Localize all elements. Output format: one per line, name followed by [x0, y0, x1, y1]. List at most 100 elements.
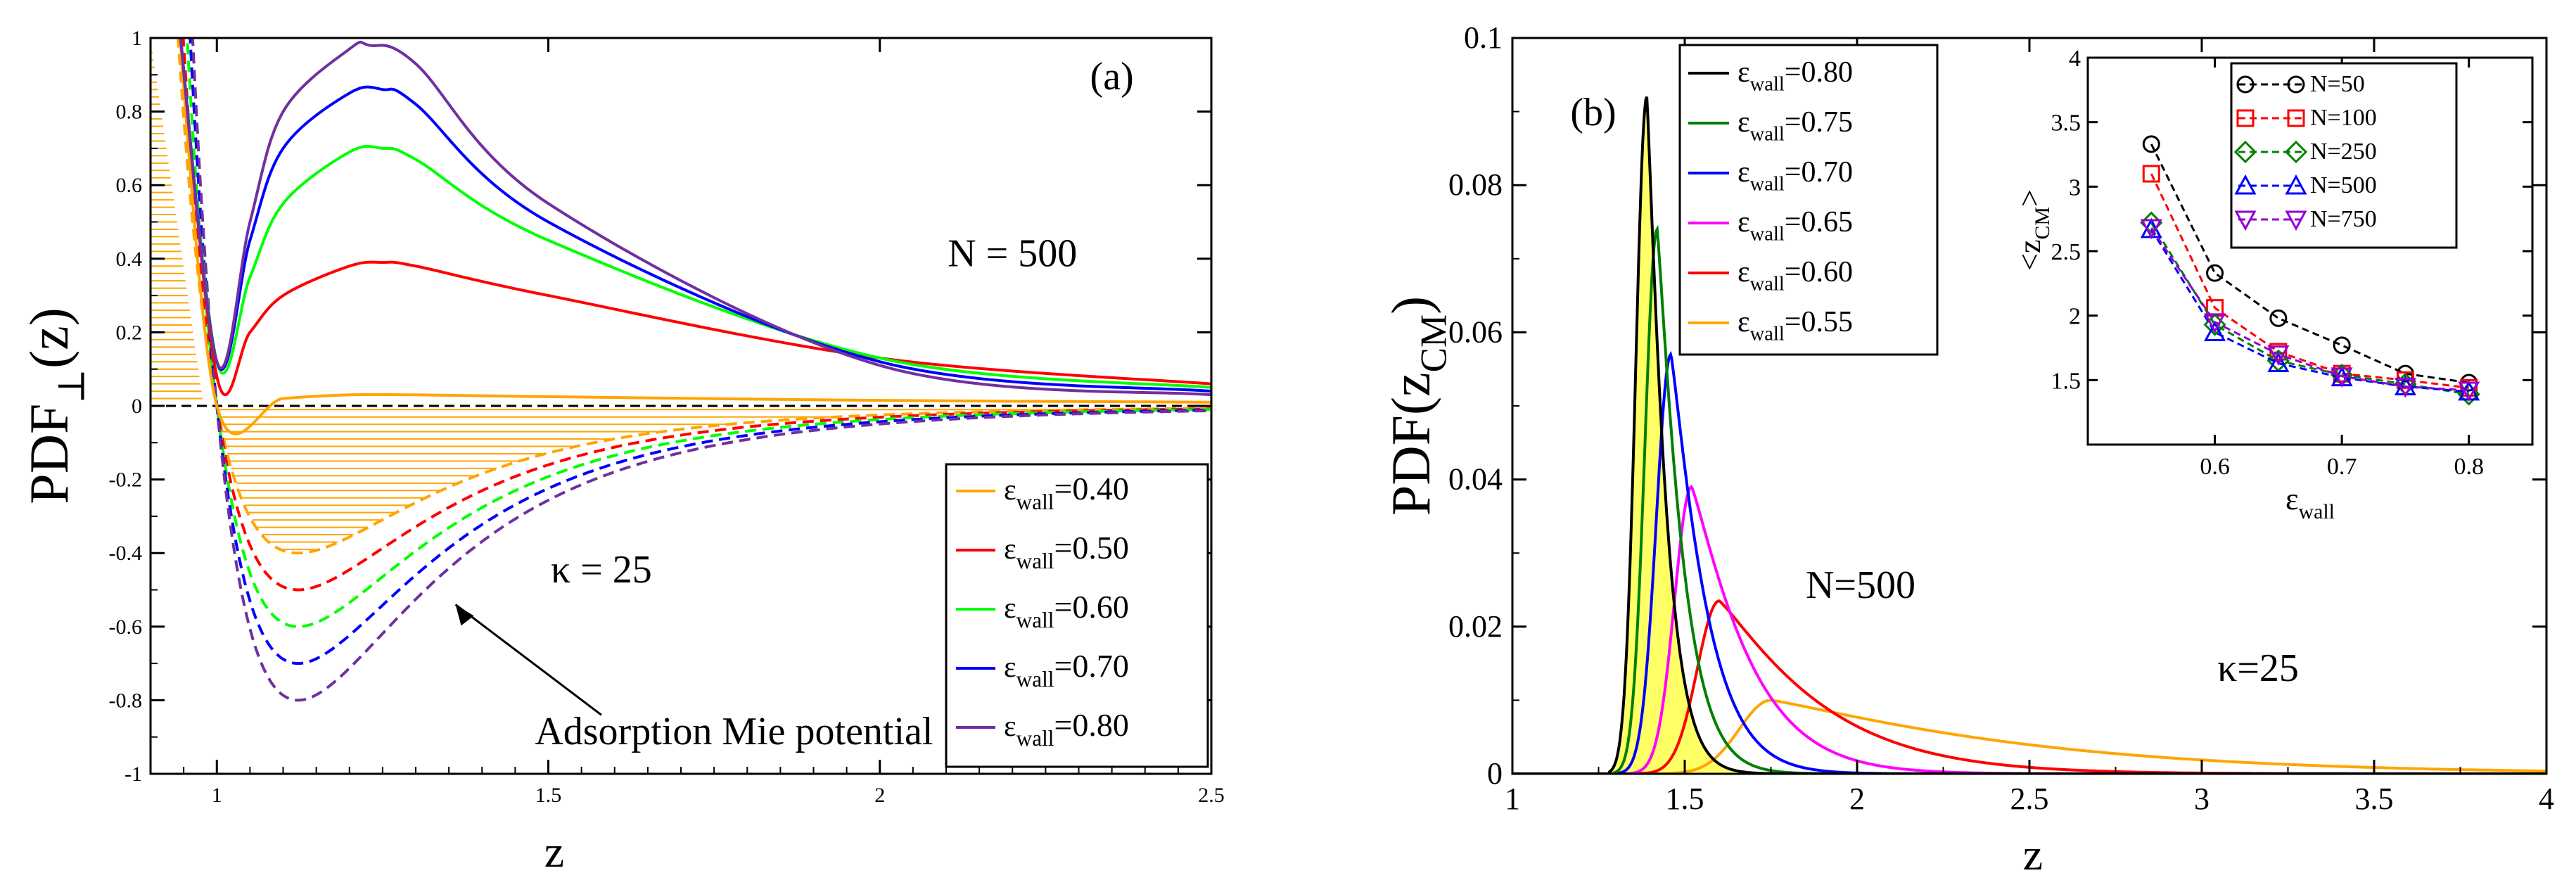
inset-x-tick-label: 0.8	[2454, 454, 2484, 480]
inset-legend-marker	[2284, 140, 2308, 164]
y-axis-label: PDF(zCM)	[1380, 296, 1454, 516]
inset-y-tick-label: 3.5	[2051, 110, 2081, 136]
inset-legend-marker	[2285, 174, 2307, 195]
y-axis-label-group: PDF(zCM)	[1380, 296, 1454, 516]
x-tick-label: 4	[2539, 782, 2554, 816]
inset-marker	[2142, 135, 2160, 153]
x-tick-label: 1	[212, 784, 222, 807]
inset-legend-entry: N=500	[2310, 172, 2377, 198]
potential-hatch-eps-040	[151, 44, 1097, 550]
inset-marker	[2394, 378, 2416, 398]
x-tick-label: 1.5	[535, 784, 562, 807]
inset-y-tick-label: 1.5	[2051, 368, 2081, 394]
inset-y-tick-label: 2.5	[2051, 239, 2081, 265]
inset-legend-marker	[2236, 75, 2255, 94]
annotation-n: N = 500	[948, 231, 1077, 275]
pdf-curve-060	[179, 38, 1211, 389]
potential-curve-080	[191, 38, 1211, 702]
y-tick-label: 1	[132, 27, 142, 50]
inset-legend-marker	[2285, 210, 2307, 231]
y-tick-label: 0.2	[116, 321, 143, 344]
y-tick-label: 0.06	[1448, 314, 1503, 349]
annotation-arrow-head	[455, 604, 474, 626]
inset-legend-box	[2230, 62, 2458, 249]
inset-y-label-group: <zCM>	[2013, 189, 2054, 271]
x-tick-label: 1.5	[1666, 782, 1704, 816]
inset-y-tick-label: 4	[2069, 46, 2081, 72]
x-tick-label: 2.5	[1198, 784, 1225, 807]
peak-fill-eps-080	[1609, 98, 1771, 774]
inset-marker	[2204, 313, 2226, 333]
x-tick-label: 2	[1849, 782, 1865, 816]
y-axis-label-group: PDF⊥(z)	[18, 307, 92, 504]
panel-b: 0 0.02 0.04 0.06 0.08 0.1 1 1.5 2 2.5 3 3.5 4 z PDF(zC…	[1380, 20, 2554, 873]
annotation-kappa: κ = 25	[551, 548, 652, 592]
inset-y-tick-label: 3	[2069, 174, 2081, 200]
y-tick-label: 0.02	[1448, 609, 1503, 644]
annotation-kappa: κ=25	[2217, 646, 2299, 690]
inset-marker	[2330, 367, 2353, 388]
pdf-zcm-curve-070	[1512, 350, 2546, 774]
annotation-n: N=500	[1806, 563, 1915, 607]
legend-a-entry: εwall=0.60	[1004, 589, 1129, 632]
legend-a-entry: εwall=0.70	[1004, 648, 1129, 692]
legend-a-entry: εwall=0.50	[1004, 530, 1129, 573]
x-axis-label: z	[2023, 829, 2043, 873]
legend-b-entry: εwall=0.80	[1737, 56, 1853, 96]
y-tick-label: 0.8	[116, 101, 143, 124]
inset-series-line	[2150, 222, 2469, 395]
inset-marker	[2269, 343, 2288, 361]
panel-a: -1 -0.8 -0.6 -0.4 -0.2 0 0.2 0.4 0.6 0.8 1 1 1.5 2 2.5…	[18, 27, 1225, 873]
x-tick-label: 3.5	[2355, 782, 2394, 816]
inset-legend-marker	[2233, 140, 2257, 164]
inset: 1.5 2 2.5 3 3.5 4 0.6 0.7 0.8 εwall <zCM> N=50 N=100…	[2013, 46, 2534, 523]
y-tick-label: 0.6	[116, 174, 143, 197]
inset-legend-entry: N=100	[2310, 105, 2377, 131]
pdf-curve-080	[179, 38, 1211, 397]
y-tick-label: 0.1	[1464, 20, 1503, 55]
potential-curve-060	[186, 38, 1211, 628]
inset-marker	[2267, 352, 2290, 372]
y-tick-label: 0.04	[1448, 462, 1503, 497]
pdf-zcm-curve-075	[1512, 224, 2546, 774]
legend-a-entry: εwall=0.40	[1004, 471, 1129, 514]
inset-marker	[2333, 336, 2351, 355]
inset-marker	[2142, 165, 2160, 183]
pdf-curve-070	[179, 38, 1211, 393]
x-tick-label: 1	[1505, 782, 1520, 816]
panel-b-tag: (b)	[1570, 91, 1616, 134]
y-tick-label: -0.8	[109, 689, 143, 712]
inset-marker	[2204, 321, 2226, 341]
annotation-mie: Adsorption Mie potential	[535, 710, 933, 753]
inset-x-tick-label: 0.6	[2200, 454, 2230, 480]
inset-marker	[2267, 345, 2290, 366]
x-tick-label: 2	[874, 784, 885, 807]
inset-legend-entry: N=50	[2310, 71, 2365, 97]
panel-a-tag: (a)	[1090, 55, 1134, 98]
inset-x-axis-label: εwall	[2285, 482, 2335, 523]
inset-y-axis-label: <zCM>	[2013, 189, 2054, 271]
y-tick-label: 0	[1487, 756, 1503, 791]
x-axis-label: z	[544, 827, 564, 873]
potential-curve-040	[177, 38, 1211, 555]
y-tick-label: 0.08	[1448, 167, 1503, 202]
legend-b-entry: εwall=0.60	[1737, 256, 1853, 295]
inset-legend-marker	[2287, 75, 2305, 94]
inset-marker	[2460, 378, 2478, 397]
inset-marker	[2458, 381, 2480, 402]
legend-a-box	[945, 463, 1209, 768]
inset-x-tick-label: 0.7	[2327, 454, 2357, 480]
y-tick-label: -1	[125, 763, 142, 786]
legend-a-entry: εwall=0.80	[1004, 707, 1129, 751]
y-tick-label: -0.4	[109, 542, 143, 565]
inset-legend-entry: N=250	[2310, 139, 2377, 165]
annotation-arrow-line	[454, 604, 602, 716]
legend-b-entry: εwall=0.70	[1737, 156, 1853, 196]
inset-series-line	[2150, 173, 2469, 389]
inset-marker	[2269, 309, 2288, 327]
inset-y-tick-label: 2	[2069, 304, 2081, 330]
inset-legend-marker	[2234, 174, 2257, 195]
legend-b-box	[1678, 44, 1939, 356]
y-tick-label: -0.6	[109, 616, 143, 639]
